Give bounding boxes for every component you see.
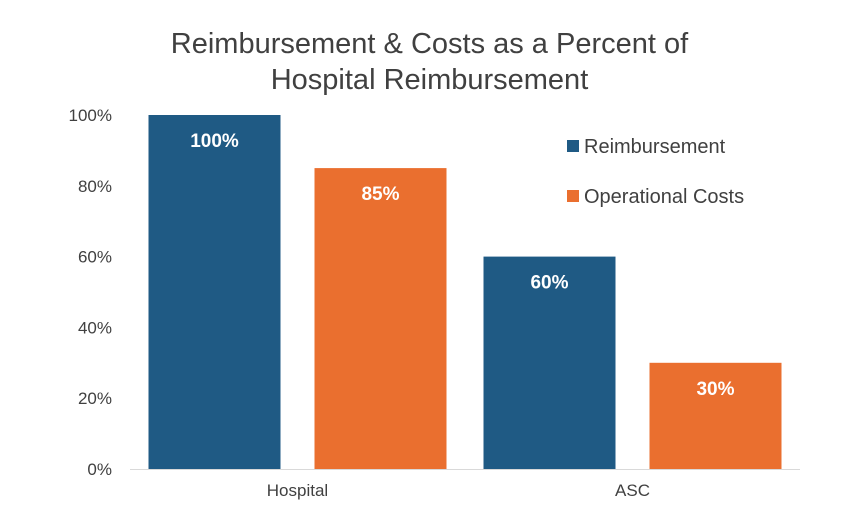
- x-category-label-hospital: Hospital: [267, 481, 328, 500]
- bar-asc-operational-costs: [649, 362, 782, 469]
- legend-swatch-operational-costs: [567, 190, 579, 202]
- data-label-hospital-reimbursement: 100%: [190, 131, 239, 152]
- legend-label-operational-costs: Operational Costs: [584, 186, 744, 208]
- chart-title-line-1: Reimbursement & Costs as a Percent of: [170, 28, 689, 60]
- y-tick-label-2: 40%: [78, 318, 112, 337]
- bar-asc-reimbursement: [483, 256, 616, 469]
- y-tick-label-3: 60%: [78, 248, 112, 267]
- data-label-asc-operational-costs: 30%: [696, 379, 734, 400]
- y-tick-label-1: 20%: [78, 389, 112, 408]
- legend-label-reimbursement: Reimbursement: [584, 136, 726, 158]
- chart-title-line-2: Hospital Reimbursement: [270, 64, 589, 96]
- bar-hospital-operational-costs: [314, 168, 447, 469]
- bar-hospital-reimbursement: [148, 115, 281, 469]
- x-category-label-asc: ASC: [615, 481, 650, 500]
- legend-swatch-reimbursement: [567, 140, 579, 152]
- y-tick-label-4: 80%: [78, 177, 112, 196]
- data-label-asc-reimbursement: 60%: [530, 273, 568, 294]
- y-tick-label-0: 0%: [87, 460, 112, 479]
- data-label-hospital-operational-costs: 85%: [361, 184, 399, 205]
- y-tick-label-5: 100%: [69, 106, 112, 125]
